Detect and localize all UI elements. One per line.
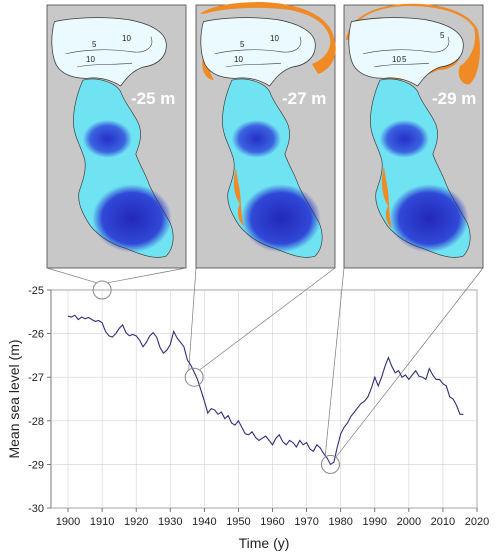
connector-line xyxy=(199,267,336,371)
map-3-contour-c: 5 xyxy=(402,55,407,64)
grid xyxy=(51,289,478,509)
x-tick-label: 1950 xyxy=(226,516,250,528)
map-1-contour-a: 5 xyxy=(92,40,97,49)
map-3-contour-a: 5 xyxy=(440,31,445,40)
highlight-circle xyxy=(320,454,340,474)
highlight-circle xyxy=(184,367,204,387)
map-2-contour-c: 10 xyxy=(234,55,243,64)
x-tick-label: 1920 xyxy=(124,516,148,528)
map-2-level-label: -27 m xyxy=(282,89,326,108)
y-tick-label: -25 xyxy=(28,285,44,297)
connector-line xyxy=(107,267,187,284)
y-tick-label: -30 xyxy=(28,503,44,515)
map-panel-1: 5 10 10 -25 m xyxy=(46,4,187,269)
y-tick-label: -26 xyxy=(28,329,44,341)
map-1-contour-b: 10 xyxy=(122,34,131,43)
series-line xyxy=(67,314,464,466)
connector-line xyxy=(46,267,97,284)
map-2-exposed-coast xyxy=(233,168,244,226)
sea-level-chart: -25-26-27-28-29-30 1900 1910 1920 1930 1940 1… xyxy=(6,267,489,551)
map-3-exposed-coast xyxy=(381,166,392,228)
y-tick-label: -27 xyxy=(28,372,44,384)
map-1-level-label: -25 m xyxy=(131,89,175,108)
map-3-exposed-north xyxy=(346,3,480,85)
map-3-level-label: -29 m xyxy=(432,89,476,108)
x-tick-label: 1980 xyxy=(328,516,352,528)
x-tick-label: 2010 xyxy=(431,516,455,528)
x-tick-label: 1910 xyxy=(90,516,114,528)
x-tick-label: 1970 xyxy=(294,516,318,528)
map-3-contour-b: 10 xyxy=(392,55,401,64)
map-panel-2: 5 10 10 -27 m xyxy=(195,2,336,269)
connector-line xyxy=(335,267,484,458)
x-axis-label: Time (y) xyxy=(239,535,290,551)
x-tick-label: 1940 xyxy=(192,516,216,528)
map-2-contour-b: 10 xyxy=(270,34,279,43)
highlight-circle xyxy=(92,280,112,300)
plot-area xyxy=(50,289,478,509)
x-tick-label: 1900 xyxy=(56,516,80,528)
y-tick-label: -29 xyxy=(28,459,44,471)
x-tick-label: 1930 xyxy=(158,516,182,528)
connector-line xyxy=(188,267,197,371)
map-2-contour-a: 5 xyxy=(240,40,245,49)
y-tick-label: -28 xyxy=(28,416,44,428)
y-axis-label: Mean sea level (m) xyxy=(6,339,22,458)
map-1-contour-c: 10 xyxy=(86,55,95,64)
y-axis-ticks: -25 -26 -27 -28 -29 -30 xyxy=(28,285,51,515)
map-2-exposed-north xyxy=(200,2,336,74)
connector-line xyxy=(324,267,345,458)
x-tick-label: 1990 xyxy=(363,516,387,528)
connector-lines xyxy=(46,267,484,458)
x-axis-ticks: 1900 1910 1920 1930 1940 1950 1960 1970 1980 1990… xyxy=(56,508,489,528)
x-tick-label: 1960 xyxy=(260,516,284,528)
x-tick-label: 2020 xyxy=(465,516,489,528)
highlight-markers xyxy=(92,280,340,474)
x-tick-label: 2000 xyxy=(397,516,421,528)
map-panel-3: 5 10 5 -29 m xyxy=(343,3,484,269)
